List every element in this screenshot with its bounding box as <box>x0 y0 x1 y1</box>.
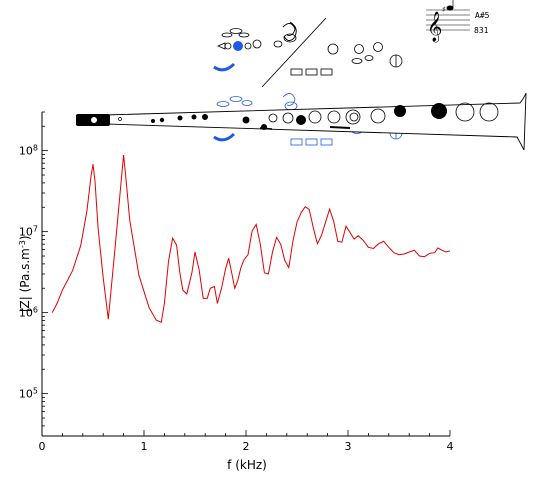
x-tick-label: 1 <box>141 440 148 453</box>
instrument-body <box>76 92 527 151</box>
treble-clef: 𝄞 <box>427 11 442 43</box>
y-tick-label: 107 <box>19 224 38 239</box>
staff-notation: 𝄞 ♯ A#5 831 <box>426 0 490 43</box>
x-tick-label: 4 <box>447 440 454 453</box>
sharp-sign: ♯ <box>442 5 446 14</box>
x-tick-label: 3 <box>345 440 352 453</box>
note-frequency: 831 <box>474 26 489 35</box>
y-tick-label: 108 <box>19 143 38 158</box>
left-hand-keys <box>213 21 297 72</box>
y-tick-label: 105 <box>19 386 38 401</box>
note-head <box>446 5 454 11</box>
plot-axes: 0 1 2 3 4 105 106 107 108 <box>19 111 454 453</box>
x-axis-label: f (kHz) <box>227 458 267 472</box>
y-axis-label: |Z| (Pa.s.m-3) <box>18 235 33 312</box>
fingering-diagram: 𝄞 ♯ A#5 831 <box>76 0 527 151</box>
note-name: A#5 <box>475 11 490 20</box>
x-tick-label: 2 <box>243 440 250 453</box>
impedance-curve <box>51 155 451 324</box>
hand-separator <box>261 17 327 88</box>
y-tick-label: 106 <box>19 305 38 320</box>
right-hand-keys <box>290 42 403 76</box>
x-tick-label: 0 <box>39 440 46 453</box>
